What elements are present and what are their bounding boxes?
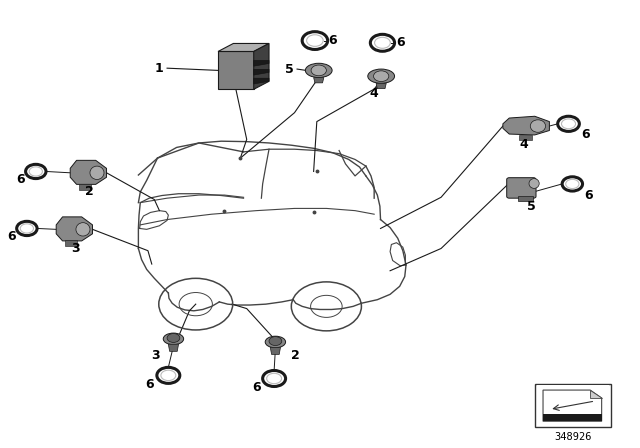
Text: 6: 6 [584,189,593,202]
Text: 1: 1 [155,62,164,75]
Polygon shape [376,83,387,89]
Polygon shape [218,43,269,52]
Ellipse shape [368,69,394,83]
Text: 348926: 348926 [554,432,592,442]
Polygon shape [168,344,179,351]
Text: 5: 5 [285,63,294,76]
Text: 3: 3 [71,242,79,255]
Text: 6: 6 [16,173,25,186]
Ellipse shape [265,336,285,348]
Polygon shape [253,43,269,89]
Bar [536,384,611,426]
Bar [79,184,91,190]
Text: 5: 5 [527,200,536,213]
Bar [543,414,602,421]
Text: 4: 4 [370,87,378,100]
Circle shape [167,333,180,342]
Circle shape [311,65,326,76]
Text: 6: 6 [328,34,337,47]
Polygon shape [56,217,93,241]
Bar [65,241,77,246]
Polygon shape [70,160,106,185]
Polygon shape [543,390,602,421]
Polygon shape [270,347,280,354]
Ellipse shape [531,120,545,132]
Bar [537,385,609,426]
Ellipse shape [90,166,104,180]
Text: 6: 6 [145,378,154,391]
Bar [218,52,253,89]
Text: 6: 6 [7,230,16,243]
Polygon shape [314,78,324,83]
Ellipse shape [305,63,332,78]
Text: 6: 6 [580,129,589,142]
Text: 3: 3 [151,349,160,362]
FancyBboxPatch shape [507,178,536,198]
Polygon shape [253,60,269,66]
Ellipse shape [529,179,540,188]
Polygon shape [503,116,549,135]
Polygon shape [518,196,533,201]
Text: 6: 6 [396,36,404,49]
Text: 2: 2 [291,349,300,362]
Text: 6: 6 [252,381,260,394]
Polygon shape [253,78,269,84]
Polygon shape [253,69,269,75]
Text: 4: 4 [520,138,528,151]
Ellipse shape [76,223,90,236]
Circle shape [269,336,282,345]
Circle shape [374,71,389,82]
Polygon shape [590,390,602,398]
Bar [519,134,532,140]
Ellipse shape [163,333,184,345]
Text: 2: 2 [85,185,93,198]
